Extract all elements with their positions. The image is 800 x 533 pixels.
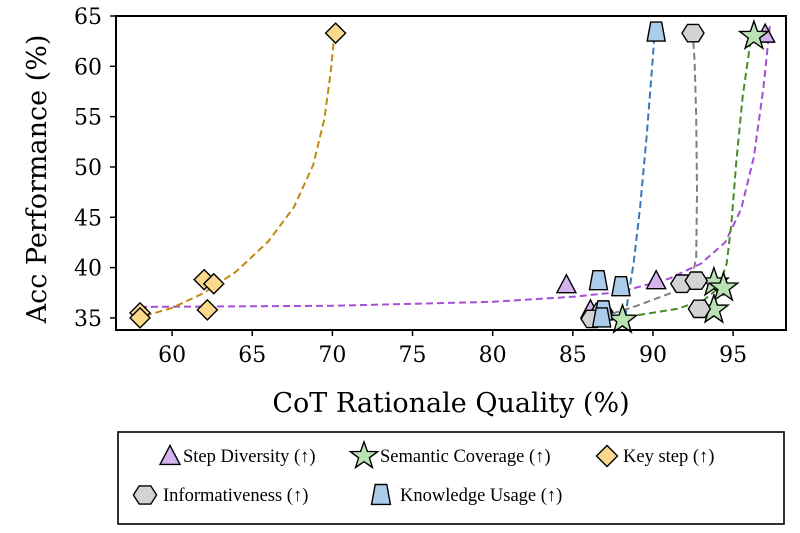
triangle-marker-icon — [158, 444, 182, 466]
diamond-point — [202, 272, 225, 295]
diamond-point — [129, 306, 152, 329]
x-tick-label: 85 — [559, 343, 587, 368]
diamond-fit-curve — [144, 38, 335, 317]
triangle-point — [645, 269, 667, 290]
diamond-point — [196, 298, 219, 321]
trapezoid-point — [646, 21, 667, 42]
y-tick-label: 35 — [74, 307, 102, 332]
legend-label: Knowledge Usage (↑) — [400, 486, 562, 506]
y-axis: 35 40 45 50 55 60 65 — [74, 5, 116, 332]
trapezoid-point — [588, 269, 609, 291]
y-tick-label: 55 — [74, 106, 102, 131]
x-axis-label: CoT Rationale Quality (%) — [272, 388, 629, 419]
triangle-fit-curve — [139, 23, 771, 308]
legend-label: Semantic Coverage (↑) — [380, 447, 551, 467]
legend-frame — [117, 431, 785, 525]
y-tick-label: 45 — [74, 206, 102, 231]
diamond-point — [324, 22, 347, 45]
x-tick-label: 90 — [639, 343, 667, 368]
x-tick-label: 65 — [238, 343, 266, 368]
star-marker-icon — [348, 439, 380, 470]
legend: Step Diversity (↑) Semantic Coverage (↑) K… — [117, 431, 785, 525]
triangle-point — [555, 273, 578, 294]
trapezoid-point — [591, 307, 612, 328]
star-point — [737, 18, 771, 51]
star-point — [707, 270, 740, 302]
trapezoid-fit-curve — [623, 34, 656, 329]
x-tick-label: 70 — [318, 343, 346, 368]
legend-label: Informativeness (↑) — [163, 486, 308, 506]
x-axis: 60 65 70 75 80 85 90 95 — [158, 330, 747, 368]
hexagon-fit-curve — [601, 36, 699, 318]
x-tick-label: 75 — [399, 343, 427, 368]
trapezoid-marker-icon — [370, 483, 392, 506]
fit-curves — [139, 23, 771, 329]
data-markers — [129, 18, 776, 334]
plot-frame — [115, 15, 787, 331]
hexagon-point — [687, 299, 712, 319]
y-tick-label: 65 — [74, 5, 102, 30]
x-tick-label: 80 — [479, 343, 507, 368]
x-tick-label: 95 — [719, 343, 747, 368]
y-axis-label: Acc Performance (%) — [22, 35, 53, 325]
hexagon-marker-icon — [132, 485, 158, 505]
legend-label: Key step (↑) — [623, 447, 714, 467]
y-tick-label: 40 — [74, 257, 102, 282]
hexagon-point — [681, 23, 705, 43]
star-fit-curve — [627, 40, 752, 318]
trapezoid-point — [611, 276, 631, 297]
y-tick-label: 50 — [74, 156, 102, 181]
diamond-marker-icon — [595, 444, 619, 468]
y-tick-label: 60 — [74, 55, 102, 80]
hexagon-point — [684, 271, 709, 290]
x-tick-label: 60 — [158, 343, 186, 368]
legend-label: Step Diversity (↑) — [183, 447, 316, 467]
